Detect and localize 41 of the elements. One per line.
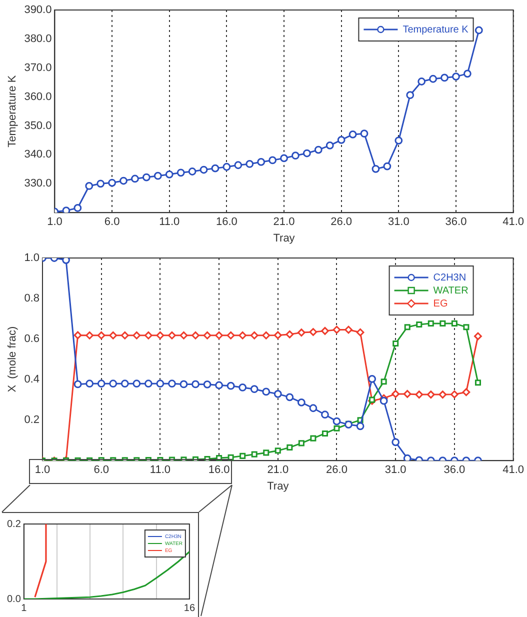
x-tick-label: 31.0 bbox=[388, 216, 410, 228]
y-tick-label: 0.4 bbox=[24, 374, 40, 386]
x-tick-label: 6.0 bbox=[94, 464, 109, 476]
y-tick-label: 0.2 bbox=[6, 518, 22, 530]
x-tick-label: 26.0 bbox=[326, 464, 348, 476]
x-tick-label: 11.0 bbox=[150, 464, 170, 476]
y-tick-label: 0.0 bbox=[6, 594, 22, 605]
x-tick-label: 11.0 bbox=[159, 216, 180, 228]
y-tick-label: 380.0 bbox=[24, 32, 52, 45]
x-tick-label: 36.0 bbox=[445, 216, 467, 228]
y-tick-label: 0.8 bbox=[24, 292, 40, 305]
y-axis-title: X (mole frac) bbox=[6, 326, 19, 392]
x-tick-label: 16.0 bbox=[216, 216, 238, 228]
x-tick-label: 16.0 bbox=[208, 464, 230, 476]
y-tick-label: 350.0 bbox=[24, 120, 52, 132]
x-tick-label: 21.0 bbox=[273, 216, 295, 228]
y-axis-title: Temperature K bbox=[6, 74, 19, 148]
x-tick-label: 31.0 bbox=[384, 464, 406, 476]
y-tick-label: 0.6 bbox=[24, 333, 40, 346]
y-tick-label: 1.0 bbox=[24, 252, 40, 264]
legend-label: EG bbox=[433, 298, 448, 310]
legend-label: C2H3N bbox=[433, 272, 466, 284]
y-tick-label: 340.0 bbox=[24, 148, 52, 161]
y-tick-label: 390.0 bbox=[24, 4, 52, 16]
x-axis-title: Tray bbox=[273, 232, 296, 244]
x-tick-label: 41.0 bbox=[502, 464, 524, 476]
x-tick-label: 1 bbox=[21, 602, 28, 614]
y-tick-label: 370.0 bbox=[24, 62, 52, 74]
x-axis-title: Tray bbox=[267, 480, 290, 492]
x-tick-label: 36.0 bbox=[444, 464, 466, 476]
y-tick-label: 360.0 bbox=[24, 90, 52, 103]
legend-label: Temperature K bbox=[402, 24, 469, 36]
legend-label: WATER bbox=[433, 285, 468, 296]
x-tick-label: 16 bbox=[184, 602, 196, 614]
x-tick-label: 26.0 bbox=[330, 216, 352, 228]
x-tick-label: 41.0 bbox=[502, 216, 524, 228]
y-tick-label: 330.0 bbox=[24, 178, 52, 190]
x-tick-label: 21.0 bbox=[267, 464, 289, 476]
y-tick-label: 0.2 bbox=[24, 414, 40, 426]
x-tick-label: 6.0 bbox=[104, 216, 120, 228]
x-tick-label: 1.0 bbox=[47, 216, 62, 228]
